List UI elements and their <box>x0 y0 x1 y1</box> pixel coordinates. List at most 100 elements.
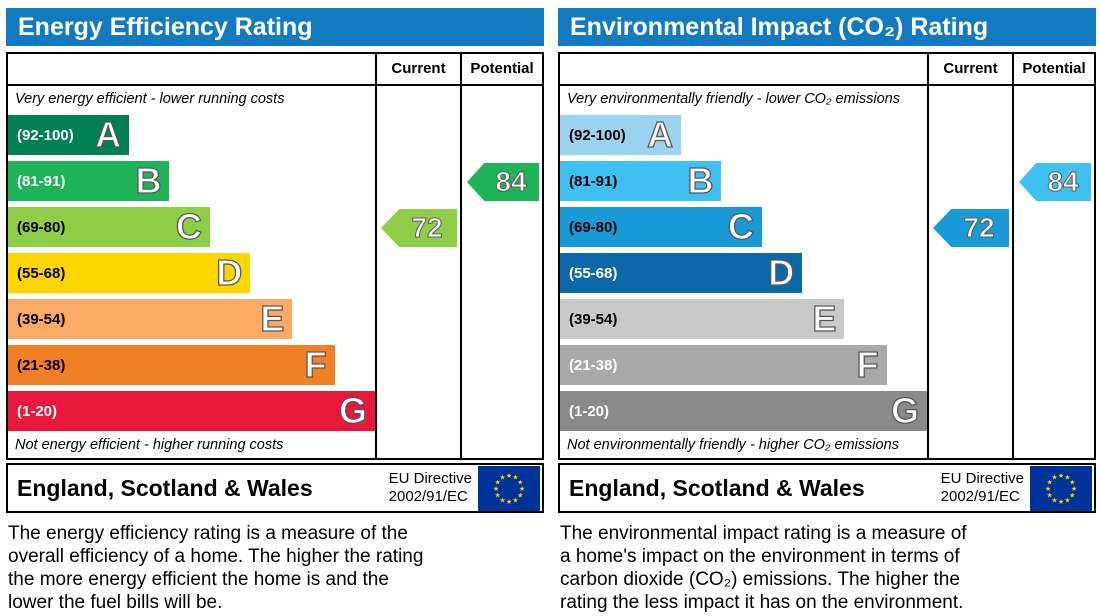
current-rating-arrow: 72 <box>933 209 1009 247</box>
band-range: (69-80) <box>569 218 618 236</box>
band-bar-b: (81-91) B <box>560 160 722 201</box>
environmental-rating-chart: Current Potential Very environmentally f… <box>558 52 1096 460</box>
band-range: (39-54) <box>17 310 66 328</box>
band-letter: G <box>890 390 919 431</box>
eu-directive-label: EU Directive 2002/91/EC <box>388 470 472 505</box>
svg-text:★: ★ <box>1051 473 1057 481</box>
environmental-description: The environmental impact rating is a mea… <box>560 523 967 613</box>
svg-text:★: ★ <box>506 498 512 506</box>
band-range: (92-100) <box>17 126 74 144</box>
band-letter: F <box>304 344 327 385</box>
environmental-impact-panel: Environmental Impact (CO₂) Rating Curren… <box>558 8 1096 614</box>
svg-text:★: ★ <box>1069 491 1075 499</box>
band-range: (81-91) <box>569 172 618 190</box>
svg-text:★: ★ <box>512 473 518 481</box>
svg-text:★: ★ <box>493 485 499 493</box>
svg-text:★: ★ <box>1058 472 1064 480</box>
environmental-footer: England, Scotland & Wales EU Directive 2… <box>558 463 1096 513</box>
band-bar-g: (1-20) G <box>560 390 927 431</box>
potential-column-header: Potential <box>1012 54 1094 86</box>
potential-rating-value: 84 <box>1047 166 1079 198</box>
region-label: England, Scotland & Wales <box>569 474 865 501</box>
band-range: (39-54) <box>569 310 618 328</box>
svg-text:★: ★ <box>1069 478 1075 486</box>
potential-rating-column: 84 <box>460 86 542 458</box>
current-rating-value: 72 <box>963 212 995 244</box>
energy-panel-title: Energy Efficiency Rating <box>6 8 544 46</box>
svg-text:★: ★ <box>512 496 518 504</box>
current-rating-arrow: 72 <box>381 209 457 247</box>
current-rating-column: 72 <box>375 86 460 458</box>
svg-text:★: ★ <box>1064 473 1070 481</box>
band-range: (81-91) <box>17 172 66 190</box>
band-bar-f: (21-38) F <box>8 344 335 385</box>
svg-text:★: ★ <box>1051 496 1057 504</box>
current-column-header: Current <box>927 54 1012 86</box>
band-bar-d: (55-68) D <box>560 252 803 293</box>
current-rating-value: 72 <box>411 212 443 244</box>
band-range: (21-38) <box>569 356 618 374</box>
band-range: (69-80) <box>17 218 66 236</box>
svg-text:★: ★ <box>1071 485 1077 493</box>
band-range: (1-20) <box>17 402 58 420</box>
band-bar-f: (21-38) F <box>560 344 887 385</box>
band-row-c: (69-80) C <box>8 204 375 250</box>
band-row-f: (21-38) F <box>8 342 375 388</box>
current-rating-column: 72 <box>927 86 1012 458</box>
band-letter: E <box>812 298 837 339</box>
band-letter: D <box>216 252 243 293</box>
band-row-f: (21-38) F <box>560 342 927 388</box>
band-row-e: (39-54) E <box>560 296 927 342</box>
band-letter: D <box>768 252 795 293</box>
band-letter: E <box>260 298 285 339</box>
band-range: (92-100) <box>569 126 626 144</box>
band-column-header <box>560 54 927 86</box>
band-row-a: (92-100) A <box>560 112 927 158</box>
bottom-note: Not energy efficient - higher running co… <box>15 437 284 453</box>
energy-footer: England, Scotland & Wales EU Directive 2… <box>6 463 544 513</box>
band-row-a: (92-100) A <box>8 112 375 158</box>
energy-rating-chart: Current Potential Very energy efficient … <box>6 52 544 460</box>
band-bar-c: (69-80) C <box>560 206 762 247</box>
energy-bands-column: Very energy efficient - lower running co… <box>8 86 375 458</box>
svg-text:★: ★ <box>1058 498 1064 506</box>
band-row-d: (55-68) D <box>8 250 375 296</box>
band-letter: A <box>646 114 674 155</box>
svg-text:★: ★ <box>495 491 501 499</box>
band-letter: C <box>175 206 202 247</box>
svg-text:★: ★ <box>1047 491 1053 499</box>
band-row-b: (81-91) B <box>8 158 375 204</box>
band-row-d: (55-68) D <box>560 250 927 296</box>
svg-text:★: ★ <box>519 485 525 493</box>
svg-text:★: ★ <box>499 473 505 481</box>
svg-text:★: ★ <box>517 478 523 486</box>
band-row-b: (81-91) B <box>560 158 927 204</box>
band-bar-e: (39-54) E <box>560 298 845 339</box>
band-range: (21-38) <box>17 356 66 374</box>
band-row-g: (1-20) G <box>8 388 375 434</box>
bottom-note: Not environmentally friendly - higher CO… <box>567 437 899 453</box>
svg-text:★: ★ <box>506 472 512 480</box>
band-bar-a: (92-100) A <box>8 114 130 155</box>
potential-rating-arrow: 84 <box>467 163 539 201</box>
band-range: (55-68) <box>569 264 618 282</box>
band-bar-b: (81-91) B <box>8 160 170 201</box>
region-label: England, Scotland & Wales <box>17 474 313 501</box>
band-letter: B <box>687 160 714 201</box>
svg-text:★: ★ <box>1064 496 1070 504</box>
band-bar-a: (92-100) A <box>560 114 682 155</box>
environmental-panel-title: Environmental Impact (CO₂) Rating <box>558 8 1096 46</box>
band-bar-g: (1-20) G <box>8 390 375 431</box>
energy-description: The energy efficiency rating is a measur… <box>8 523 424 613</box>
svg-text:★: ★ <box>495 478 501 486</box>
svg-text:★: ★ <box>517 491 523 499</box>
band-bar-e: (39-54) E <box>8 298 293 339</box>
band-letter: G <box>338 390 367 431</box>
potential-rating-column: 84 <box>1012 86 1094 458</box>
eu-flag-icon: ★ ★★ ★★★ ★★★ ★★★ <box>1030 465 1092 511</box>
band-letter: C <box>727 206 754 247</box>
band-letter: A <box>94 114 122 155</box>
potential-rating-arrow: 84 <box>1019 163 1091 201</box>
eu-directive-label: EU Directive 2002/91/EC <box>940 470 1024 505</box>
